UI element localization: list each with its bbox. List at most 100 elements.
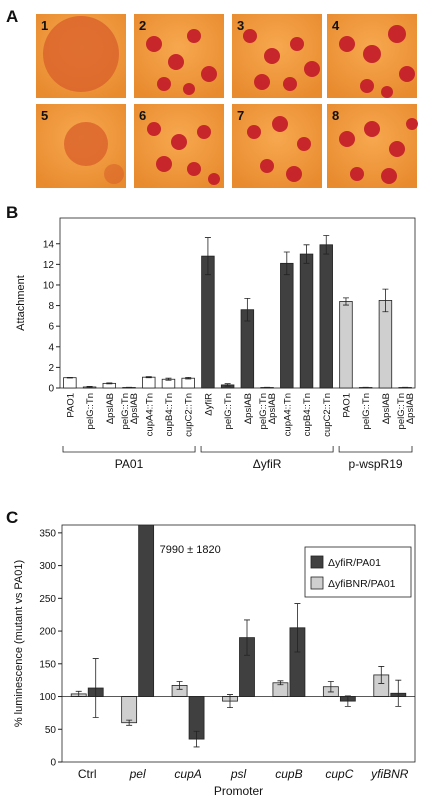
y-tick-label: 150 xyxy=(39,659,56,670)
x-tick-label: ΔpslAB xyxy=(381,393,392,424)
colony xyxy=(197,125,211,139)
x-tick-label: pel xyxy=(129,767,146,781)
x-tick-label: ΔpslAB xyxy=(105,393,116,424)
colony xyxy=(290,37,304,51)
y-tick-label: 350 xyxy=(39,528,56,539)
x-tick-label: cupC2::Tn xyxy=(184,393,195,437)
colony xyxy=(43,16,119,92)
colony xyxy=(399,66,415,82)
group-bracket xyxy=(201,446,333,452)
y-tick-label: 8 xyxy=(48,301,54,312)
colony xyxy=(187,29,201,43)
image-number: 2 xyxy=(139,18,146,33)
colony xyxy=(208,173,220,185)
colony xyxy=(201,66,217,82)
colony xyxy=(381,86,393,98)
x-tick-label: cupB xyxy=(275,767,302,781)
y-tick-label: 2 xyxy=(48,363,54,374)
image-number: 5 xyxy=(41,108,48,123)
y-tick-label: 14 xyxy=(43,239,55,250)
colony xyxy=(339,131,355,147)
y-tick-label: 0 xyxy=(48,384,54,395)
bar xyxy=(202,256,215,388)
image-number: 7 xyxy=(237,108,244,123)
y-tick-label: 250 xyxy=(39,594,56,605)
group-label: ΔyfiR xyxy=(253,457,282,471)
x-tick-label: cupB4::Tn xyxy=(164,393,175,436)
colony xyxy=(247,125,261,139)
group-label: p-wspR19 xyxy=(349,457,403,471)
colony xyxy=(64,122,108,166)
group-label: PA01 xyxy=(115,457,144,471)
bar xyxy=(142,377,155,388)
x-tick-label: ΔpslAB xyxy=(267,393,278,424)
colony xyxy=(364,121,380,137)
x-tick-label: ΔyfiR xyxy=(203,393,214,416)
colony xyxy=(156,156,172,172)
y-axis-label: Attachment xyxy=(15,275,27,331)
y-tick-label: 300 xyxy=(39,561,56,572)
x-tick-label: cupA4::Tn xyxy=(144,393,155,436)
colony xyxy=(304,61,320,77)
colony xyxy=(388,25,406,43)
y-tick-label: 0 xyxy=(50,758,56,769)
image-number: 3 xyxy=(237,18,244,33)
group-bracket xyxy=(339,446,412,452)
colony xyxy=(168,54,184,70)
legend-swatch xyxy=(311,556,323,568)
x-tick-label: PAO1 xyxy=(341,393,352,418)
bar xyxy=(122,697,137,723)
x-tick-label: yfiBNR xyxy=(370,767,409,781)
colony xyxy=(389,141,405,157)
bar xyxy=(379,300,392,388)
bar xyxy=(241,310,254,388)
colony xyxy=(406,118,418,130)
legend-label: ΔyfiBNR/PA01 xyxy=(328,578,396,590)
group-bracket xyxy=(63,446,195,452)
x-tick-label: ΔpslAB xyxy=(129,393,140,424)
x-tick-label: pelG::Tn xyxy=(223,393,234,429)
y-tick-label: 200 xyxy=(39,627,56,638)
y-tick-label: 100 xyxy=(39,692,56,703)
colony xyxy=(381,168,397,184)
x-tick-label: cupC xyxy=(325,767,353,781)
x-tick-label: ΔpslAB xyxy=(243,393,254,424)
bar xyxy=(182,378,195,388)
error-bar xyxy=(67,377,73,378)
colony xyxy=(171,134,187,150)
colony xyxy=(146,36,162,52)
y-tick-label: 12 xyxy=(43,260,55,271)
x-axis-label: Promoter xyxy=(214,784,263,798)
colony xyxy=(260,159,274,173)
plot-frame xyxy=(60,218,415,388)
colony xyxy=(157,77,171,91)
colony xyxy=(147,122,161,136)
image-number: 1 xyxy=(41,18,48,33)
x-tick-label: psl xyxy=(230,767,247,781)
x-tick-label: cupA4::Tn xyxy=(282,393,293,436)
colony xyxy=(339,36,355,52)
annotation: 7990 ± 1820 xyxy=(160,544,221,556)
x-tick-label: cupC2::Tn xyxy=(322,393,333,437)
panel-label: B xyxy=(6,203,18,222)
y-tick-label: 6 xyxy=(48,322,54,333)
x-tick-label: cupA xyxy=(174,767,201,781)
bar xyxy=(64,378,77,388)
image-number: 8 xyxy=(332,108,339,123)
y-tick-label: 10 xyxy=(43,280,55,291)
y-tick-label: 50 xyxy=(45,725,57,736)
bar xyxy=(320,245,333,388)
colony xyxy=(350,167,364,181)
colony xyxy=(360,79,374,93)
colony xyxy=(104,164,124,184)
x-tick-label: Ctrl xyxy=(78,767,97,781)
bar xyxy=(300,254,313,388)
x-tick-label: cupB4::Tn xyxy=(302,393,313,436)
bar xyxy=(280,263,293,388)
colony xyxy=(183,83,195,95)
panel-label: C xyxy=(6,508,18,527)
x-tick-label: pelG::Tn xyxy=(85,393,96,429)
